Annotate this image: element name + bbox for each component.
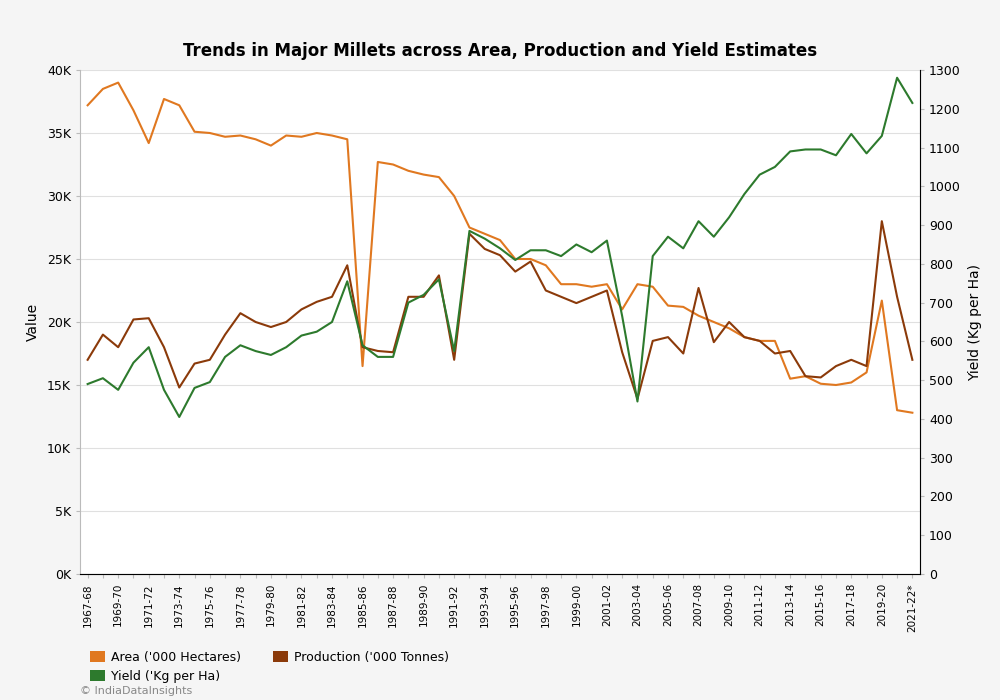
Y-axis label: Value: Value	[26, 303, 40, 341]
Production ('000 Tonnes)	[906, 356, 918, 364]
Yield ('Kg per Ha)	[82, 380, 94, 389]
Area ('000 Hectares)	[891, 406, 903, 414]
Line: Yield ('Kg per Ha): Yield ('Kg per Ha)	[88, 78, 912, 417]
Yield ('Kg per Ha)	[173, 413, 185, 421]
Yield ('Kg per Ha)	[906, 99, 918, 107]
Legend: Area ('000 Hectares), Yield ('Kg per Ha), Production ('000 Tonnes): Area ('000 Hectares), Yield ('Kg per Ha)…	[86, 647, 452, 687]
Area ('000 Hectares)	[402, 167, 414, 175]
Yield ('Kg per Ha)	[876, 132, 888, 140]
Area ('000 Hectares)	[295, 132, 307, 141]
Area ('000 Hectares)	[82, 101, 94, 109]
Area ('000 Hectares)	[112, 78, 124, 87]
Production ('000 Tonnes)	[631, 395, 643, 403]
Production ('000 Tonnes)	[830, 362, 842, 370]
Yield ('Kg per Ha)	[891, 74, 903, 82]
Area ('000 Hectares)	[250, 135, 262, 143]
Yield ('Kg per Ha)	[830, 151, 842, 160]
Title: Trends in Major Millets across Area, Production and Yield Estimates: Trends in Major Millets across Area, Pro…	[183, 42, 817, 60]
Yield ('Kg per Ha)	[402, 298, 414, 307]
Area ('000 Hectares)	[830, 381, 842, 389]
Area ('000 Hectares)	[906, 409, 918, 417]
Text: © IndiaDataInsights: © IndiaDataInsights	[80, 687, 192, 696]
Production ('000 Tonnes)	[891, 293, 903, 301]
Yield ('Kg per Ha)	[295, 331, 307, 340]
Line: Production ('000 Tonnes): Production ('000 Tonnes)	[88, 221, 912, 399]
Y-axis label: Yield (Kg per Ha): Yield (Kg per Ha)	[968, 263, 982, 381]
Production ('000 Tonnes)	[234, 309, 246, 317]
Production ('000 Tonnes)	[82, 356, 94, 364]
Production ('000 Tonnes)	[876, 217, 888, 225]
Area ('000 Hectares)	[189, 127, 201, 136]
Yield ('Kg per Ha)	[189, 384, 201, 392]
Production ('000 Tonnes)	[173, 384, 185, 392]
Yield ('Kg per Ha)	[250, 347, 262, 356]
Production ('000 Tonnes)	[387, 348, 399, 356]
Line: Area ('000 Hectares): Area ('000 Hectares)	[88, 83, 912, 413]
Production ('000 Tonnes)	[280, 318, 292, 326]
